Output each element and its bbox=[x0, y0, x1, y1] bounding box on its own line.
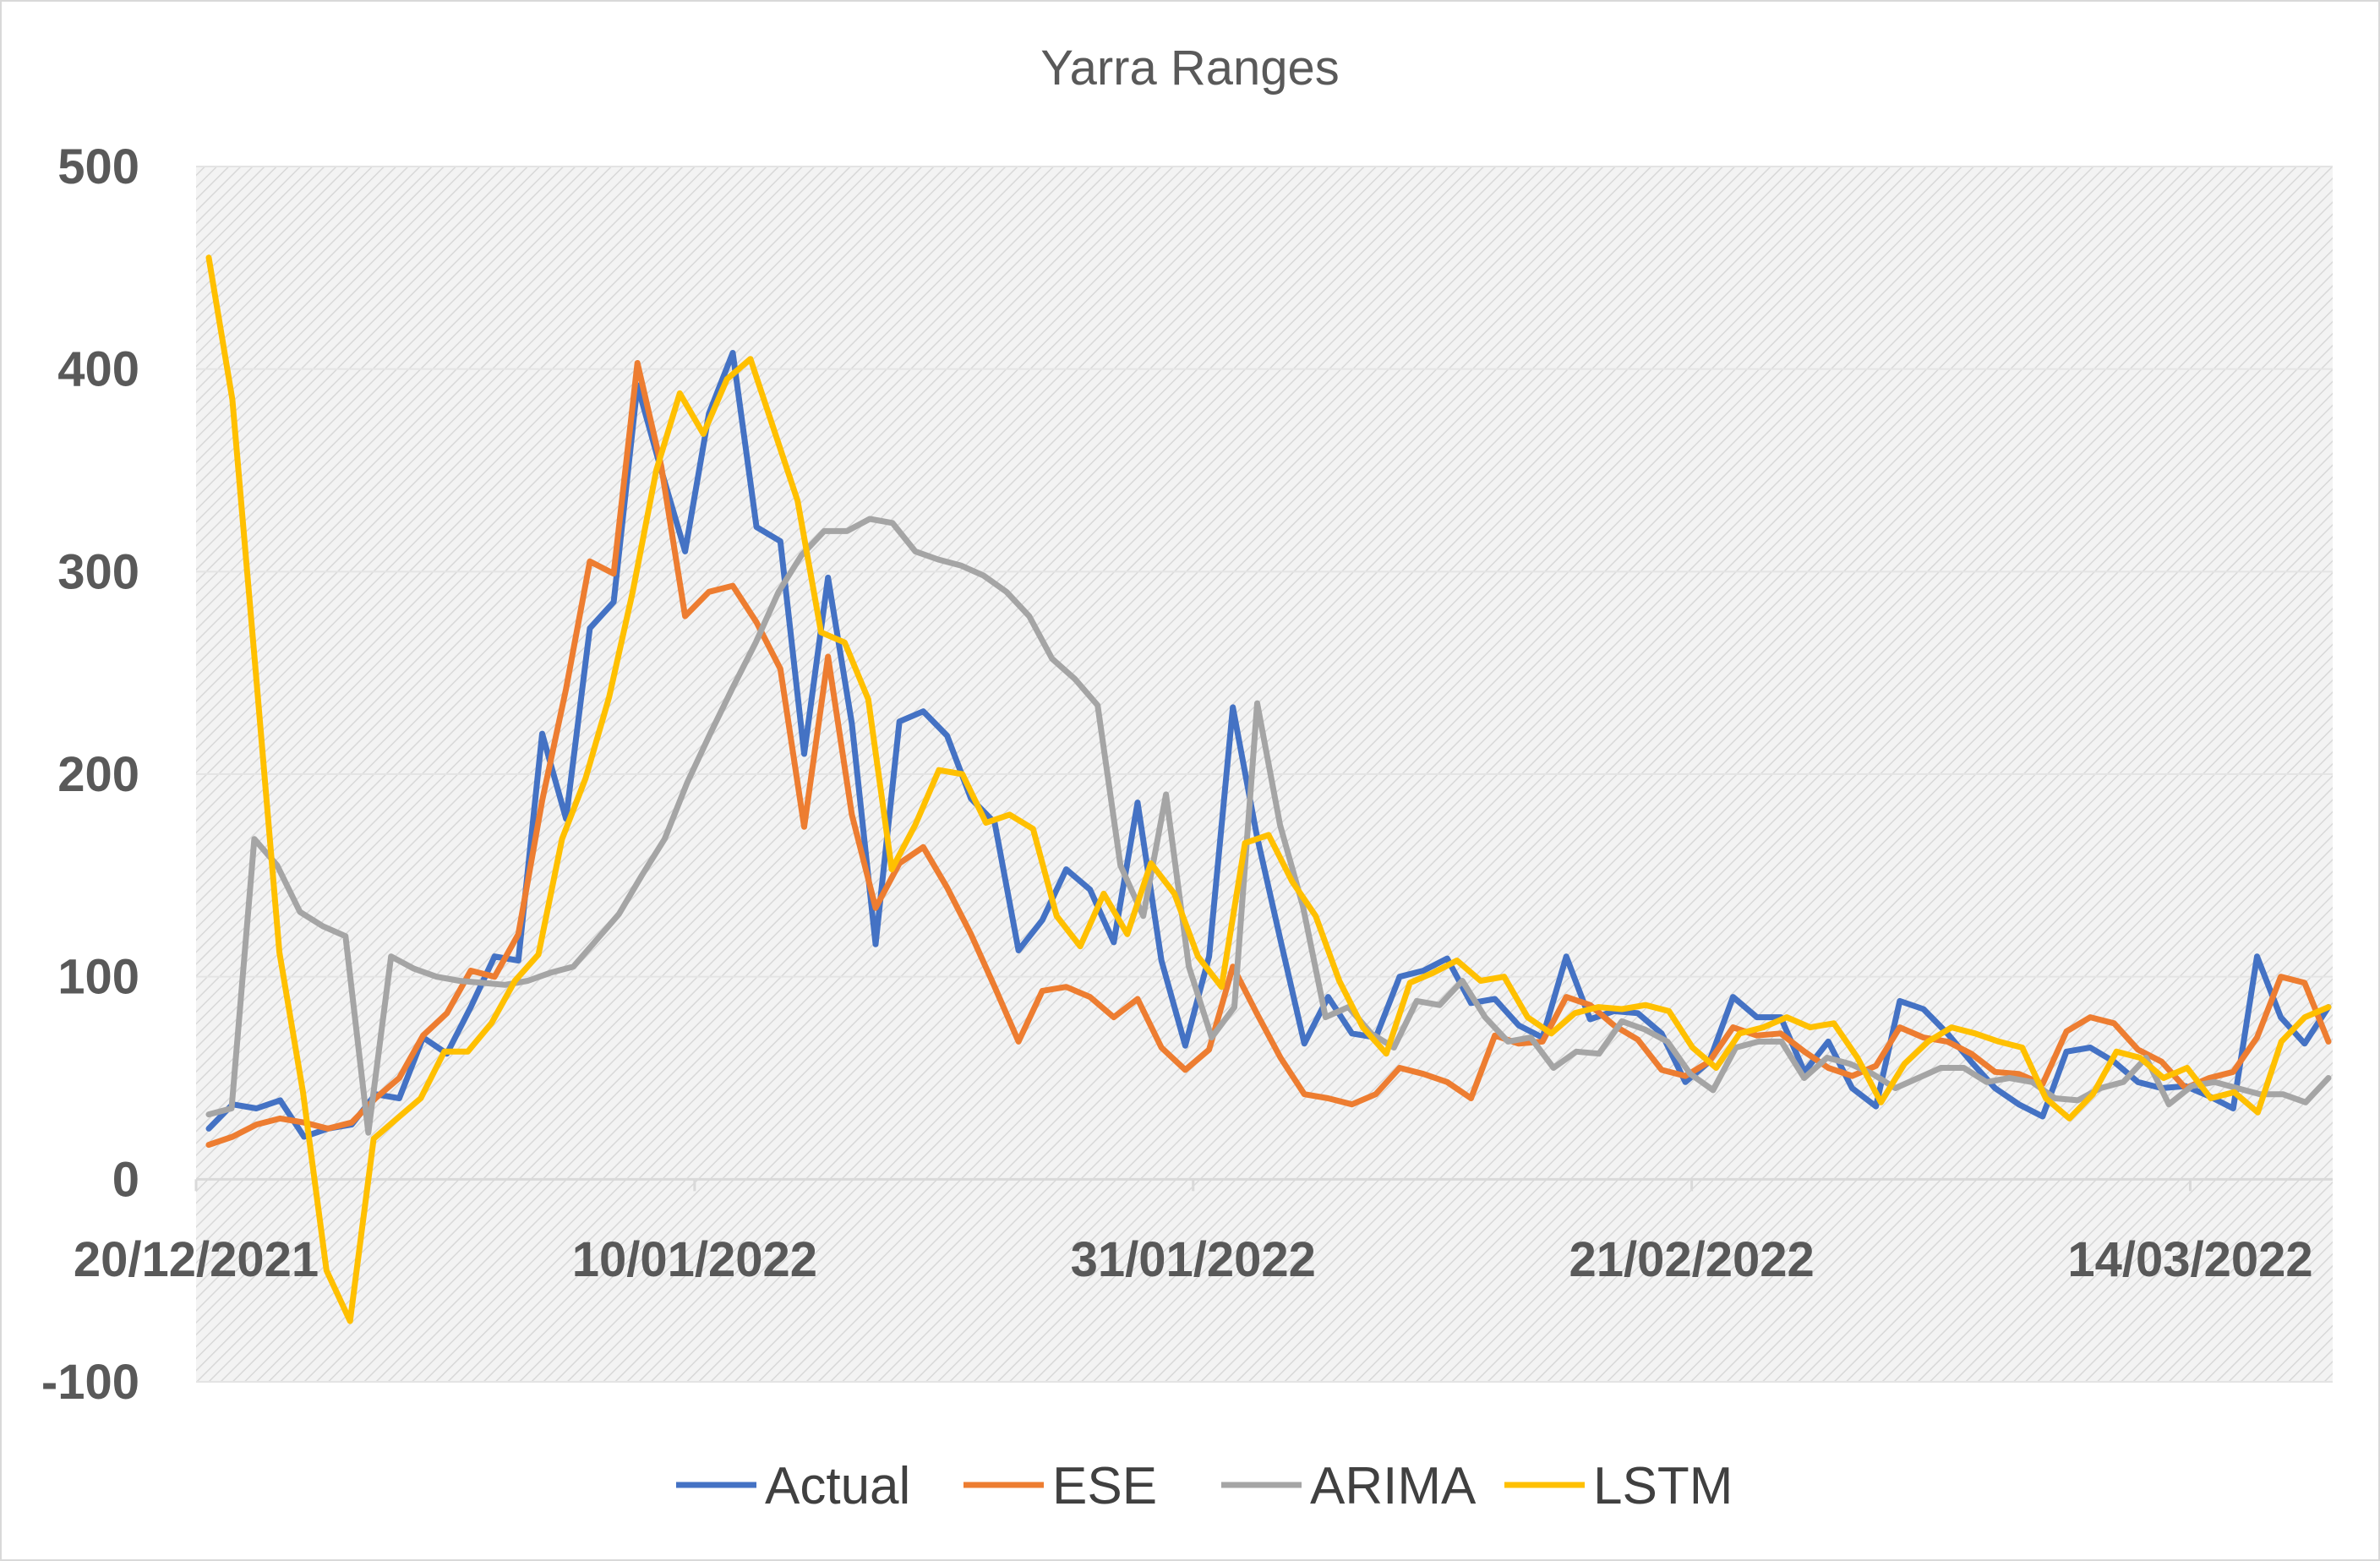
x-tick-label: 21/02/2022 bbox=[1569, 1232, 1814, 1287]
legend-label-ese: ESE bbox=[1052, 1457, 1157, 1515]
chart-title: Yarra Ranges bbox=[1040, 41, 1340, 96]
legend-label-actual: Actual bbox=[765, 1457, 910, 1515]
legend-label-arima: ARIMA bbox=[1310, 1457, 1477, 1515]
y-tick-label: 300 bbox=[57, 544, 139, 599]
series-line-actual bbox=[205, 350, 2332, 1140]
x-tick-label: 20/12/2021 bbox=[74, 1232, 319, 1287]
y-tick-label: -100 bbox=[41, 1355, 139, 1410]
series-line-arima bbox=[205, 516, 2332, 1136]
series-line-ese bbox=[205, 360, 2332, 1149]
legend-label-lstm: LSTM bbox=[1593, 1457, 1733, 1515]
y-tick-label: 0 bbox=[112, 1152, 139, 1207]
y-tick-label: 500 bbox=[57, 139, 139, 194]
x-tick-label: 31/01/2022 bbox=[1071, 1232, 1316, 1287]
series-line-lstm bbox=[205, 254, 2332, 1324]
y-tick-label: 100 bbox=[57, 950, 139, 1005]
y-tick-label: 400 bbox=[57, 342, 139, 397]
y-tick-label: 200 bbox=[57, 747, 139, 802]
x-tick-label: 10/01/2022 bbox=[572, 1232, 817, 1287]
x-tick-label: 14/03/2022 bbox=[2067, 1232, 2312, 1287]
